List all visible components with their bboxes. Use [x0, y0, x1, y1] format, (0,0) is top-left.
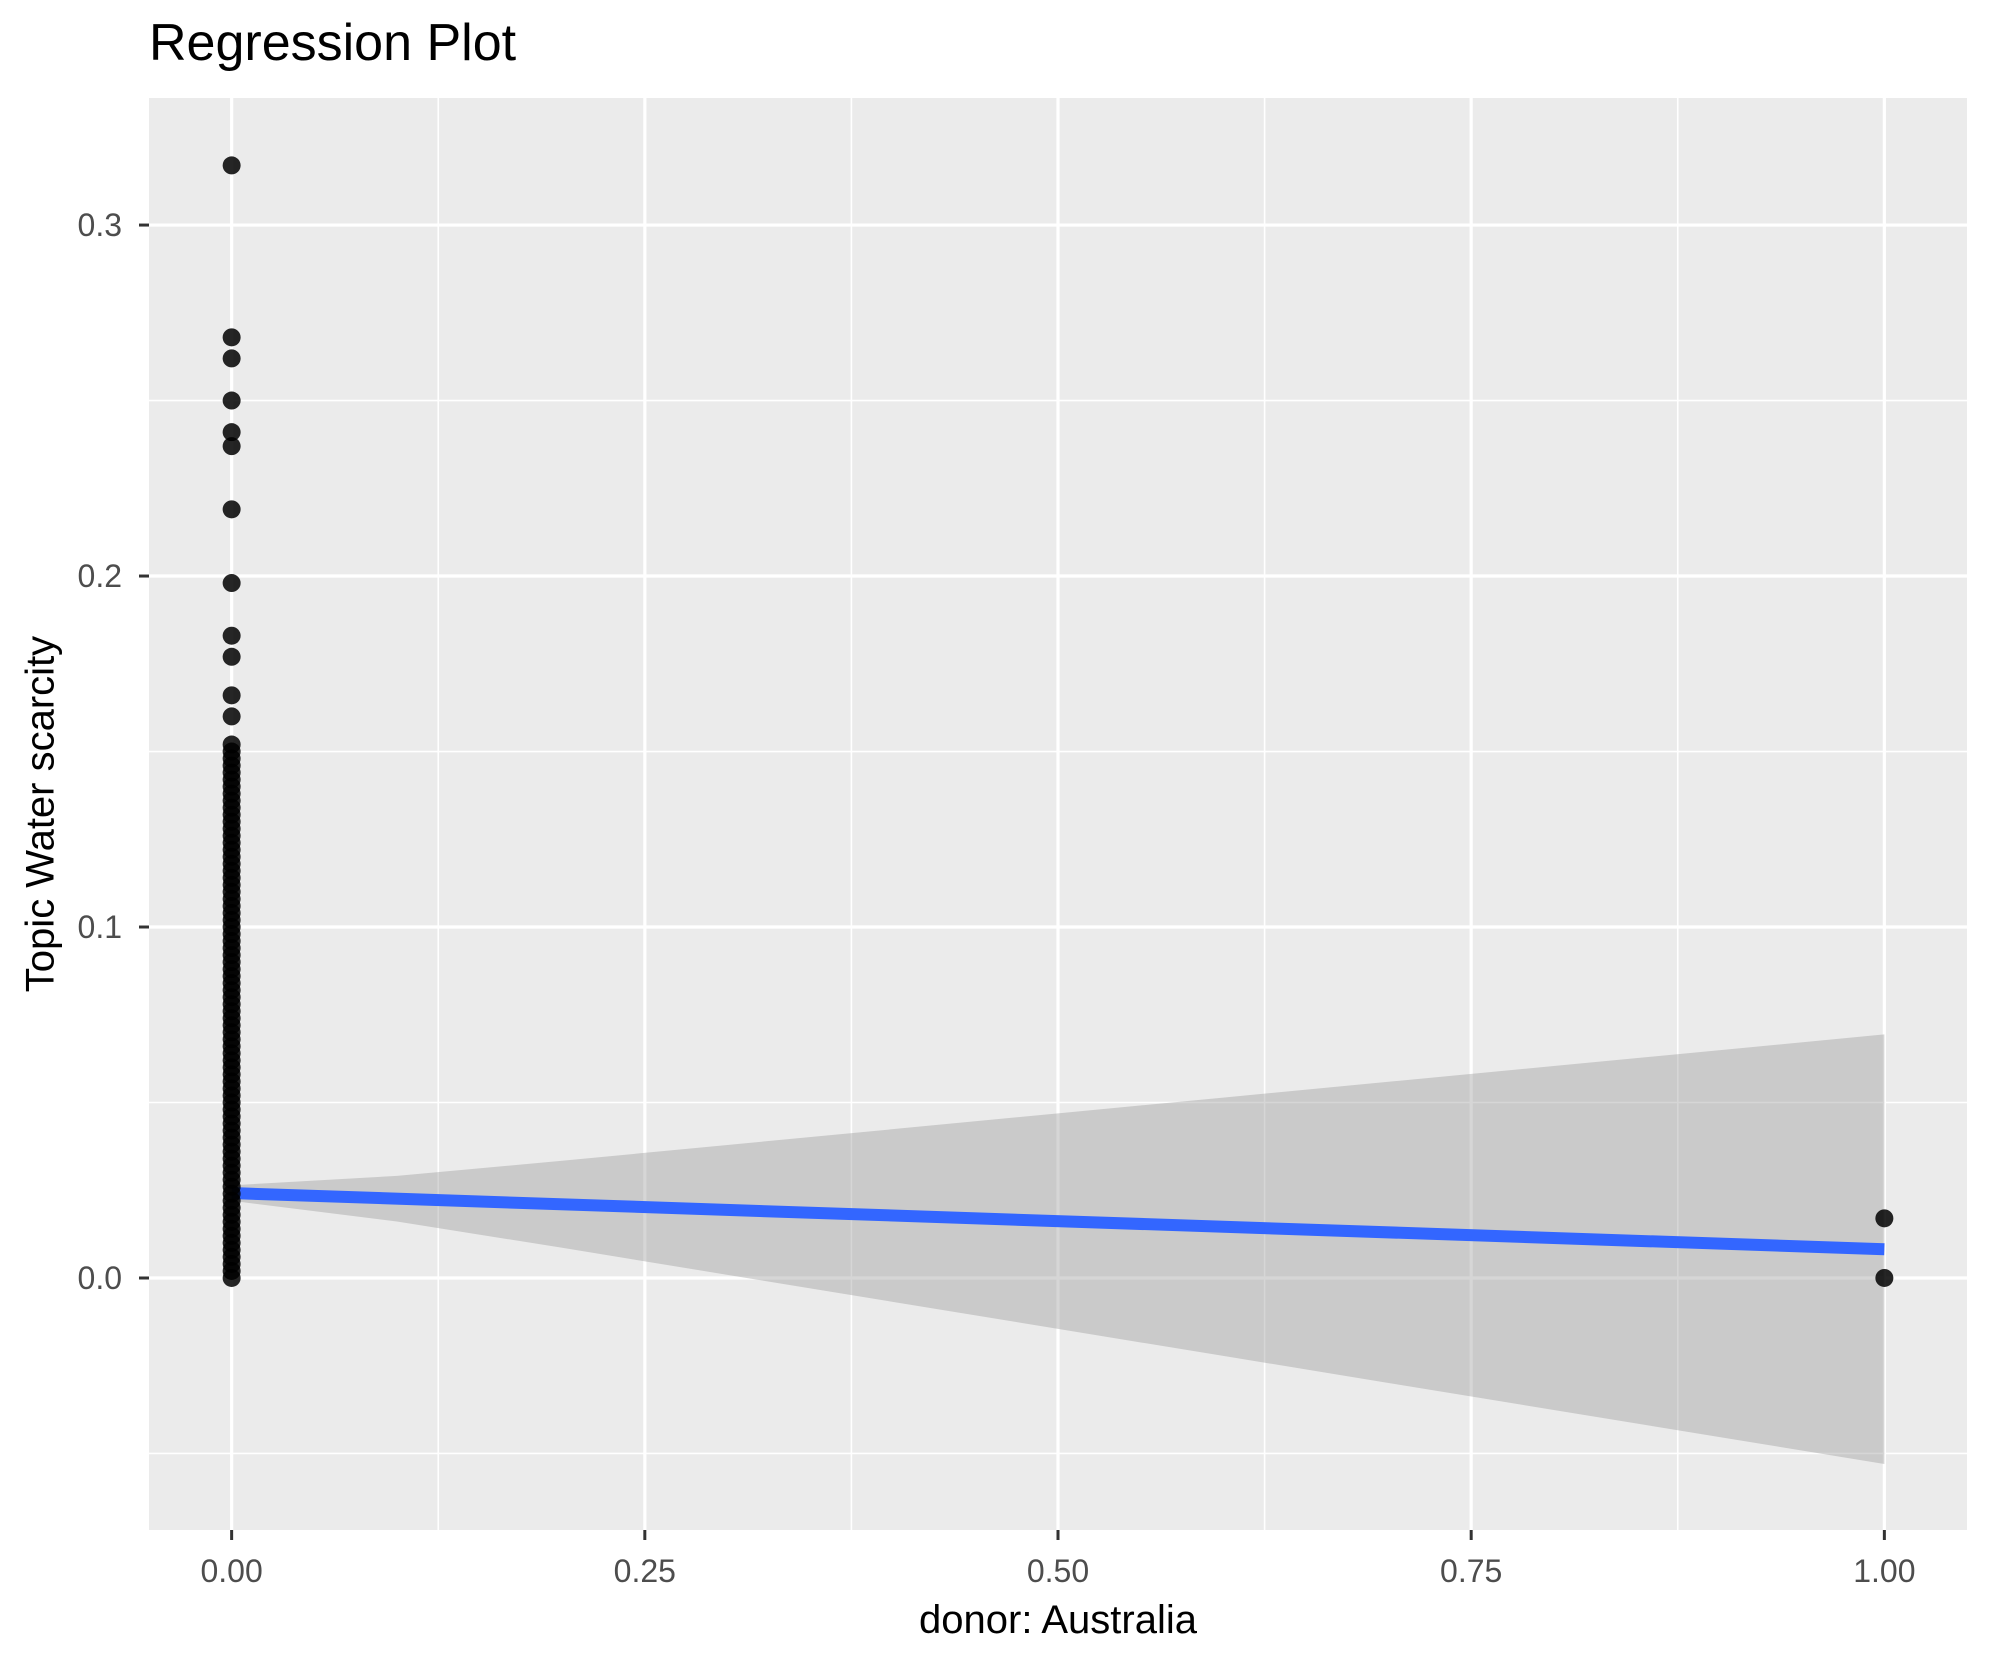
plot-title: Regression Plot	[149, 14, 517, 72]
data-point	[222, 1268, 241, 1287]
data-point	[222, 626, 241, 645]
regression-line	[231, 1187, 1885, 1256]
y-tick-label: 0.0	[78, 1260, 122, 1296]
data-point	[1875, 1209, 1894, 1228]
data-point	[222, 686, 241, 705]
y-axis-title: Topic Water scarcity	[18, 635, 63, 993]
data-point	[222, 423, 241, 442]
y-tick-label: 0.1	[78, 909, 122, 945]
confidence-band	[231, 1034, 1885, 1465]
data-point	[222, 156, 241, 175]
data-point	[222, 437, 241, 456]
data-point	[222, 647, 241, 666]
data-point	[222, 707, 241, 726]
data-point	[222, 349, 241, 368]
data-point	[222, 500, 241, 519]
x-tick-label: 1.00	[1853, 1553, 1915, 1589]
x-axis-title: donor: Australia	[919, 1598, 1197, 1642]
data-point	[222, 574, 241, 593]
data-point	[1875, 1268, 1894, 1287]
x-tick-label: 0.50	[1027, 1553, 1089, 1589]
y-tick-label: 0.2	[78, 558, 122, 594]
x-tick-label: 0.25	[614, 1553, 676, 1589]
data-point	[222, 391, 241, 410]
x-tick-label: 0.00	[200, 1553, 262, 1589]
x-tick-label: 0.75	[1440, 1553, 1502, 1589]
data-point	[222, 328, 241, 347]
panel-contents	[222, 156, 1894, 1465]
y-tick-label: 0.3	[78, 207, 122, 243]
